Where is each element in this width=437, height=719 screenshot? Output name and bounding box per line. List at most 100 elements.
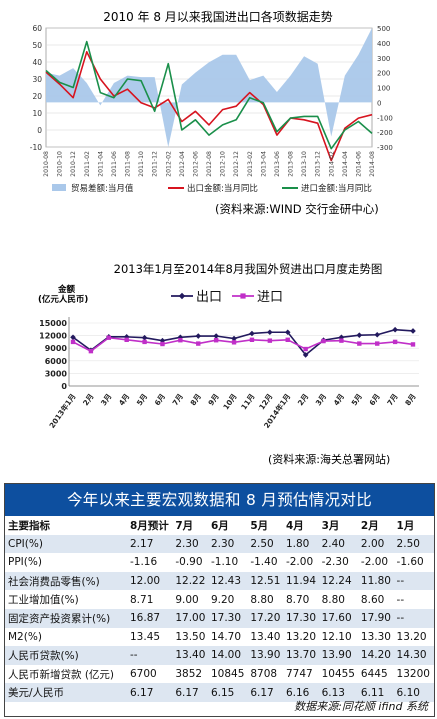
chart1-x-tick: 2013-06 xyxy=(274,151,281,177)
chart2-x-tick: 11月 xyxy=(239,392,256,411)
chart2-x-tick: 3月 xyxy=(314,392,328,407)
table-row: 社会消费品零售(%) 12.00 12.22 12.43 12.51 11.94 12.24… xyxy=(5,571,434,591)
cell-value: 5月 xyxy=(248,516,284,535)
chart1-left-axis: 60 50 40 30 20 10 0 -10 xyxy=(30,24,42,152)
chart1-x-axis: 2010-08 2010-10 2010-12 2011-02 2011-04 2011-… xyxy=(43,151,376,177)
cell-value: 2.17 xyxy=(128,534,174,554)
chart1-x-tick: 2011-10 xyxy=(138,151,145,177)
chart1-right-tick: 200 xyxy=(377,70,390,78)
cell-value: 8.71 xyxy=(128,590,174,609)
chart1-x-tick: 2013-08 xyxy=(288,151,295,177)
import-point xyxy=(70,339,76,345)
chart2-y-tick: 0 xyxy=(61,382,67,391)
cell-value: 17.90 xyxy=(358,608,395,628)
row-label: 人民币贷款(%) xyxy=(5,646,128,665)
chart2-source: (资料来源:海关总署网站) xyxy=(268,452,390,466)
legend-label: 进口 xyxy=(257,290,283,305)
chart2-y-tick: 15000 xyxy=(39,319,67,328)
chart1-x-tick: 2013-12 xyxy=(315,151,322,177)
cell-value: 13.40 xyxy=(173,646,209,665)
chart2-y-tick: 9000 xyxy=(45,344,68,353)
cell-value: 2.50 xyxy=(248,534,284,554)
cell-value: 12.51 xyxy=(248,571,284,591)
chart2-title: 2013年1月至2014年8月我国外贸进出口月度走势图 xyxy=(114,262,383,276)
chart2-y-tick: 6000 xyxy=(45,357,68,366)
legend-label: 出口 xyxy=(196,290,222,305)
cell-value: 7月 xyxy=(173,516,209,535)
chart2-x-tick: 6月 xyxy=(367,392,381,407)
chart2-y-tick: 12000 xyxy=(39,332,67,341)
cell-value: 7747 xyxy=(283,664,320,684)
legend-marker-import xyxy=(240,293,246,299)
cell-value: 2.40 xyxy=(319,534,359,554)
cell-value: 8.80 xyxy=(319,590,359,609)
cell-value: -1.40 xyxy=(248,553,284,572)
chart2-x-tick: 5月 xyxy=(349,392,363,407)
cell-value: 12.24 xyxy=(319,571,359,591)
cell-value: 6.17 xyxy=(248,683,284,702)
cell-value: 11.94 xyxy=(283,571,320,591)
legend-swatch-balance xyxy=(52,184,66,191)
export-point xyxy=(374,331,381,338)
chart1-x-tick: 2012-08 xyxy=(206,151,213,177)
cell-value: 13.40 xyxy=(248,627,284,647)
chart1-right-tick: 100 xyxy=(377,85,390,93)
import-point xyxy=(160,341,165,347)
cell-value: 8708 xyxy=(248,664,284,684)
chart1-source: (资料来源:WIND 交行金研中心) xyxy=(215,202,379,216)
monthly-trade-chart: 2013年1月至2014年8月我国外贸进出口月度走势图 金额 (亿元人民币) 出… xyxy=(38,262,419,466)
macro-source: 数据来源:同花顺 ifind 系统 xyxy=(294,700,428,713)
table-row: 人民币新增贷款 (亿元) 6700 3852 10845 8708 7747 10455 64… xyxy=(5,664,434,684)
chart2-ylabel-1: 金额 xyxy=(57,284,76,295)
cell-value: -- xyxy=(394,571,434,591)
cell-value: -1.10 xyxy=(208,553,249,572)
import-point xyxy=(339,338,344,343)
export-yoy-line xyxy=(45,50,373,162)
chart1-x-tick: 2010-08 xyxy=(43,151,50,177)
chart1-right-tick: 300 xyxy=(377,55,390,63)
cell-value: 10845 xyxy=(208,664,249,684)
cell-value: 17.20 xyxy=(248,608,284,628)
chart2-x-tick: 10月 xyxy=(221,392,238,411)
chart2-y-tick: 3000 xyxy=(45,369,68,378)
import-line xyxy=(72,336,414,353)
chart1-x-tick: 2013-10 xyxy=(301,151,308,177)
chart1-right-tick: 0 xyxy=(377,99,381,107)
cell-value: 13.90 xyxy=(248,646,284,665)
cell-value: 6.13 xyxy=(319,683,359,702)
table-row: M2(%) 13.45 13.50 14.70 13.40 13.20 12.10 13.30… xyxy=(5,627,434,647)
import-point xyxy=(249,337,255,342)
chart1-x-tick: 2012-12 xyxy=(233,151,240,177)
cell-value: 2.30 xyxy=(208,534,249,554)
import-point xyxy=(321,338,326,344)
cell-value: 14.30 xyxy=(394,646,434,665)
cell-value: 8.70 xyxy=(283,590,320,609)
export-point xyxy=(231,335,237,342)
cell-value: 13.20 xyxy=(283,627,320,647)
cell-value: 13.90 xyxy=(319,646,359,665)
table-row: PPI(%) -1.16 -0.90 -1.10 -1.40 -2.00 -2.30 -2.0… xyxy=(5,553,434,572)
chart2-x-tick: 2月 xyxy=(296,392,310,407)
chart1-left-tick: 60 xyxy=(32,24,42,33)
chart1-left-tick: -10 xyxy=(30,143,42,152)
cell-value: -1.60 xyxy=(394,553,434,572)
cell-value: 4月 xyxy=(283,516,320,535)
chart1-x-tick: 2010-10 xyxy=(57,151,64,177)
cell-value: -2.30 xyxy=(319,553,359,572)
cell-value: 12.22 xyxy=(173,571,209,591)
chart1-right-axis: 500 400 300 200 100 0 -100 -200 -300 xyxy=(377,25,393,152)
import-point xyxy=(267,338,273,343)
chart1-x-tick: 2013-02 xyxy=(247,151,254,177)
chart2-lines xyxy=(70,326,416,358)
chart1-legend: 贸易差额:当月值 出口金额:当月同比 进口金额:当月同比 xyxy=(52,183,372,194)
chart1-x-tick: 2014-04 xyxy=(342,151,349,177)
cell-value: 8月预计 xyxy=(128,516,174,535)
cell-value: 17.30 xyxy=(283,608,320,628)
chart2-x-tick: 3月 xyxy=(99,392,113,407)
cell-value: 8.60 xyxy=(358,590,395,609)
row-label: M2(%) xyxy=(5,627,128,647)
cell-value: -- xyxy=(128,646,174,665)
chart1-left-tick: 0 xyxy=(37,126,42,135)
import-point xyxy=(303,346,308,352)
chart2-ylabel-2: (亿元人民币) xyxy=(38,294,88,305)
